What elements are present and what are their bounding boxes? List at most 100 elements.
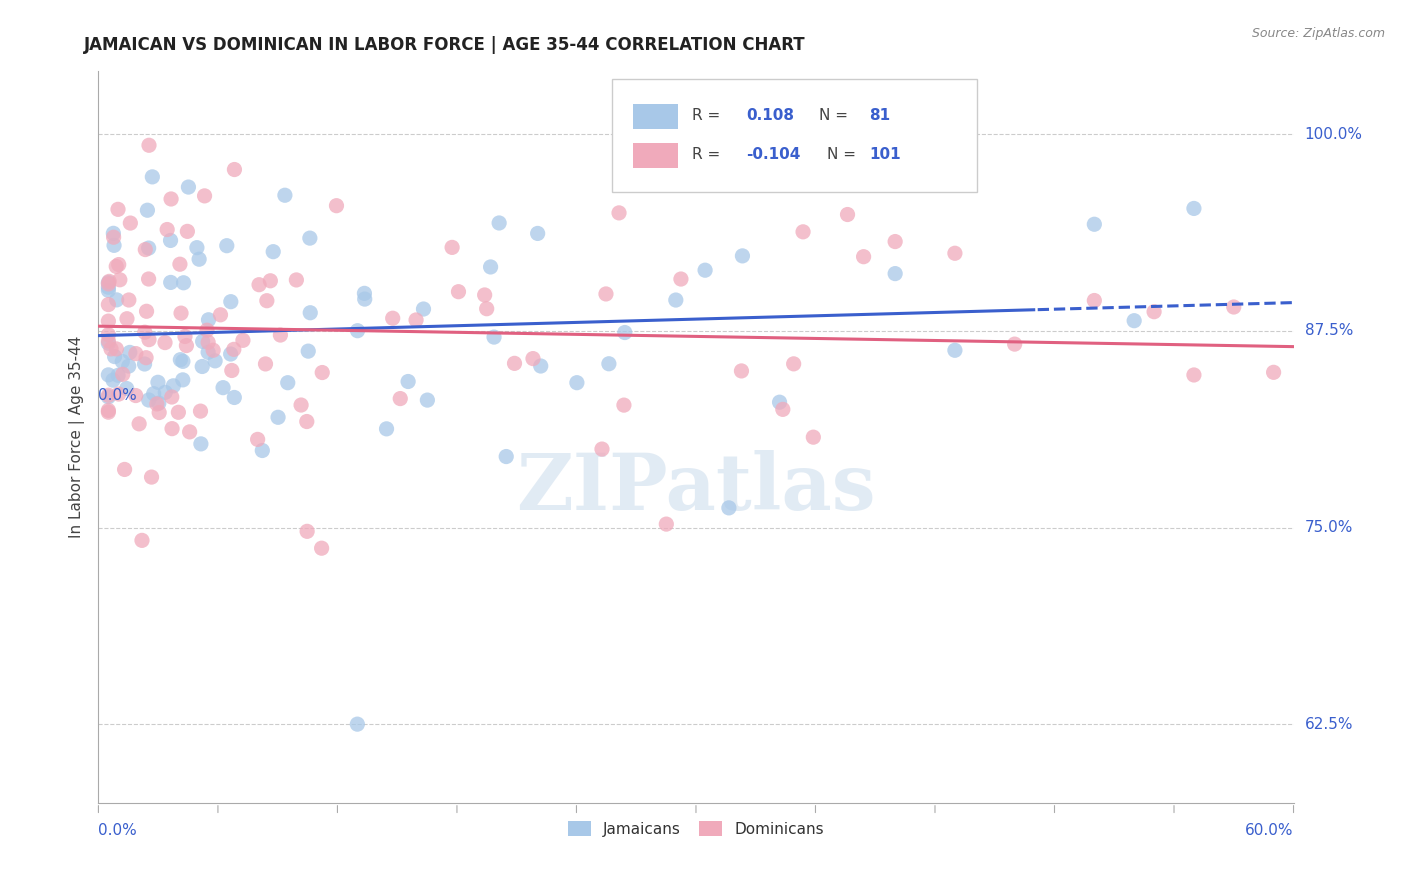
Point (277, 376, 299, 390)
Text: 75.0%: 75.0% (1305, 520, 1353, 535)
Point (179, 425, 201, 439)
Point (665, 293, 688, 307)
Point (479, 260, 502, 274)
Point (416, 393, 439, 408)
Point (138, 333, 160, 347)
Point (482, 330, 505, 344)
Point (118, 293, 141, 307)
Point (503, 356, 526, 370)
Text: N =: N = (827, 147, 862, 162)
Bar (633, 143, 678, 168)
Point (405, 313, 427, 327)
Point (190, 404, 212, 418)
Point (167, 405, 190, 419)
Point (190, 437, 212, 451)
Point (717, 500, 740, 515)
Text: 62.5%: 62.5% (1305, 716, 1353, 731)
Point (219, 294, 242, 309)
Point (852, 250, 875, 264)
Point (125, 346, 148, 360)
Point (311, 541, 333, 556)
Point (530, 359, 553, 373)
Point (495, 450, 517, 464)
Point (107, 258, 129, 272)
Text: R =: R = (692, 109, 725, 123)
Point (191, 359, 214, 374)
Point (101, 373, 124, 387)
Point (768, 395, 790, 409)
Point (1182, 202, 1205, 216)
Point (97, 280, 120, 294)
Point (197, 335, 219, 350)
Point (146, 376, 169, 390)
Point (772, 402, 794, 417)
Point (197, 312, 219, 326)
Point (107, 368, 129, 383)
Point (188, 252, 211, 267)
Point (221, 363, 243, 377)
Point (138, 138, 160, 153)
Point (381, 311, 404, 326)
Point (202, 343, 225, 358)
Point (224, 162, 246, 177)
Point (1083, 217, 1105, 231)
Y-axis label: In Labor Force | Age 35-44: In Labor Force | Age 35-44 (69, 336, 84, 538)
Point (195, 323, 218, 337)
Point (197, 345, 219, 359)
Point (488, 216, 510, 230)
Point (98, 274, 121, 288)
Point (346, 717, 368, 731)
Point (346, 324, 368, 338)
Point (1143, 304, 1166, 318)
Text: N =: N = (820, 109, 853, 123)
Point (285, 273, 308, 287)
Point (162, 379, 184, 393)
Point (522, 351, 544, 366)
Text: 101: 101 (869, 147, 901, 162)
Point (156, 222, 179, 236)
Point (120, 216, 142, 230)
Point (128, 417, 150, 431)
Legend: Jamaicans, Dominicans: Jamaicans, Dominicans (562, 814, 830, 843)
Point (100, 342, 122, 356)
Point (107, 387, 129, 401)
Point (135, 304, 157, 318)
Point (299, 306, 322, 320)
Point (104, 350, 127, 364)
Point (173, 276, 195, 290)
Point (295, 524, 318, 539)
Point (262, 244, 284, 259)
Point (97, 388, 120, 402)
Point (105, 293, 128, 307)
Point (138, 241, 160, 255)
Point (159, 234, 181, 248)
Point (142, 386, 165, 401)
Point (247, 277, 270, 292)
Point (254, 357, 277, 371)
Point (801, 430, 824, 444)
Point (97, 277, 120, 291)
Point (943, 343, 966, 358)
Point (782, 357, 804, 371)
Point (215, 238, 238, 252)
Point (232, 334, 254, 348)
Point (267, 410, 290, 425)
Point (591, 442, 613, 456)
Point (141, 169, 163, 184)
Point (353, 292, 375, 306)
Text: JAMAICAN VS DOMINICAN IN LABOR FORCE | AGE 35-44 CORRELATION CHART: JAMAICAN VS DOMINICAN IN LABOR FORCE | A… (84, 36, 806, 54)
Point (115, 382, 138, 396)
Point (731, 249, 754, 263)
Point (97, 405, 120, 419)
Point (134, 357, 156, 371)
Point (884, 267, 907, 281)
Point (160, 422, 183, 436)
Point (219, 347, 242, 361)
Point (598, 357, 620, 371)
Point (134, 243, 156, 257)
Point (222, 343, 245, 357)
Point (224, 391, 246, 405)
Point (97, 327, 120, 342)
Point (160, 192, 183, 206)
Bar (633, 104, 678, 129)
